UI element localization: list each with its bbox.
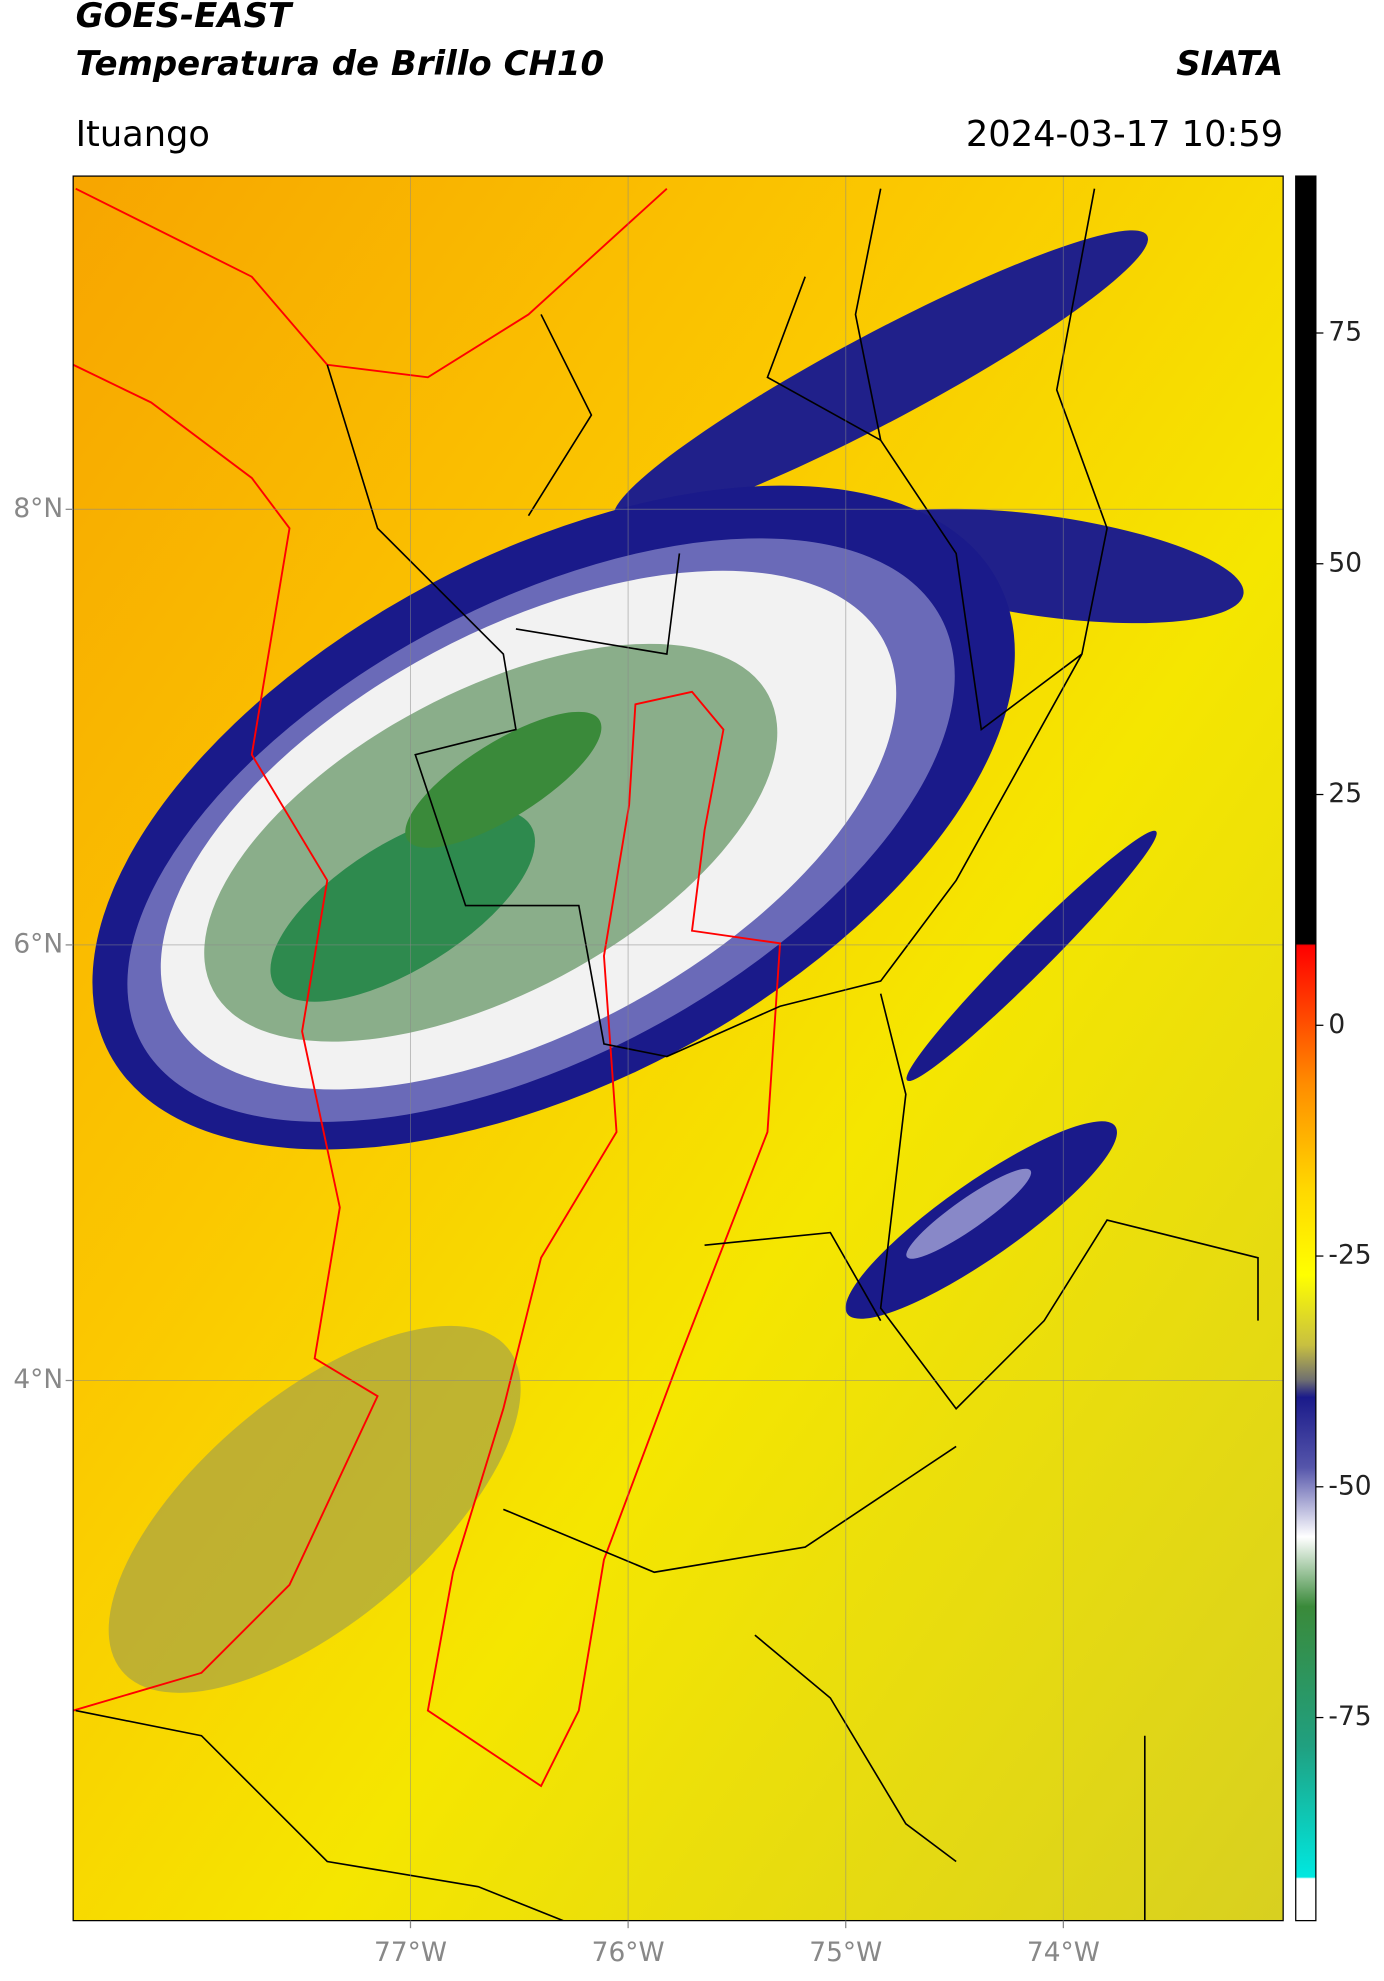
- map-frame: [72, 175, 1284, 1922]
- colorbar-label: -25: [1328, 1240, 1371, 1271]
- colorbar-label: 75: [1328, 317, 1362, 348]
- colorbar: [1295, 175, 1317, 1922]
- brand: SIATA: [1176, 44, 1283, 84]
- colorbar-label: 0: [1328, 1009, 1345, 1040]
- subtitle: Temperatura de Brillo CH10: [76, 44, 604, 84]
- datetime: 2024-03-17 10:59: [966, 114, 1283, 155]
- graticule: [73, 176, 1284, 1921]
- colorbar-label: -75: [1328, 1701, 1371, 1732]
- colorbar-label: -50: [1328, 1470, 1371, 1501]
- lon-label: 77°W: [374, 1937, 447, 1968]
- lat-label: 4°N: [13, 1364, 63, 1395]
- location: Ituango: [76, 114, 210, 155]
- title: GOES-EAST: [76, 0, 294, 36]
- colorbar-label: 25: [1328, 778, 1362, 809]
- colorbar-label: 50: [1328, 547, 1362, 578]
- lat-label: 8°N: [13, 493, 63, 524]
- map-image: [73, 176, 1284, 1921]
- lat-label: 6°N: [13, 928, 63, 959]
- lon-label: 76°W: [592, 1937, 665, 1968]
- lon-label: 74°W: [1027, 1937, 1100, 1968]
- lon-label: 75°W: [809, 1937, 882, 1968]
